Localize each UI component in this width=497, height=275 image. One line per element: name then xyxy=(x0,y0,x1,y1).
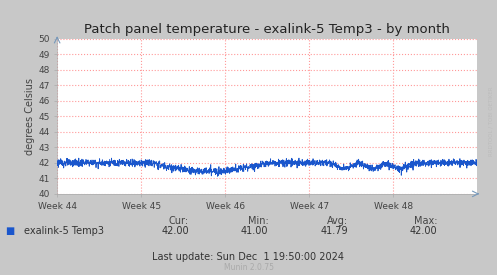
Text: RRDTOOL / TOBI OETIKER: RRDTOOL / TOBI OETIKER xyxy=(489,86,494,156)
Title: Patch panel temperature - exalink-5 Temp3 - by month: Patch panel temperature - exalink-5 Temp… xyxy=(84,23,450,36)
Text: Last update: Sun Dec  1 19:50:00 2024: Last update: Sun Dec 1 19:50:00 2024 xyxy=(153,252,344,262)
Text: exalink-5 Temp3: exalink-5 Temp3 xyxy=(24,226,104,236)
Text: Max:: Max: xyxy=(414,216,437,226)
Text: 42.00: 42.00 xyxy=(410,226,437,236)
Text: 42.00: 42.00 xyxy=(161,226,189,236)
Text: 41.79: 41.79 xyxy=(320,226,348,236)
Text: Min:: Min: xyxy=(248,216,268,226)
Text: Avg:: Avg: xyxy=(327,216,348,226)
Y-axis label: degrees Celsius: degrees Celsius xyxy=(25,78,35,155)
Text: Cur:: Cur: xyxy=(169,216,189,226)
Text: Munin 2.0.75: Munin 2.0.75 xyxy=(224,263,273,272)
Text: 41.00: 41.00 xyxy=(241,226,268,236)
Text: ■: ■ xyxy=(5,226,14,236)
